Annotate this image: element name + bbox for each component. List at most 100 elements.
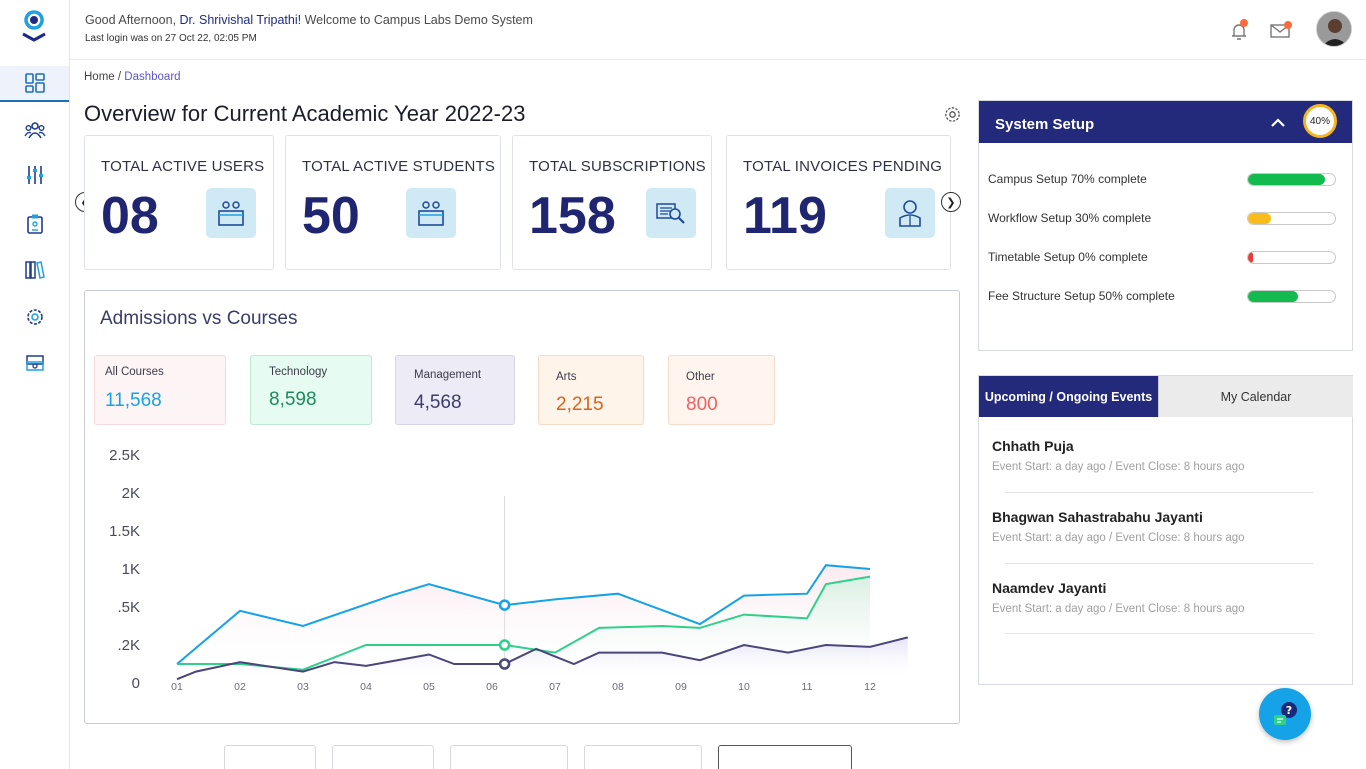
last-login-text: Last login was on 27 Oct 22, 02:05 PM bbox=[85, 33, 257, 44]
carousel-next-button[interactable]: ❯ bbox=[941, 192, 961, 212]
system-setup-panel: System Setup 40% Campus Setup 70% comple… bbox=[978, 100, 1353, 351]
category-label: Management bbox=[414, 369, 482, 381]
y-tick-label: 0 bbox=[132, 675, 140, 692]
setup-progress-fill bbox=[1248, 291, 1299, 302]
chevron-up-icon[interactable] bbox=[1269, 114, 1287, 132]
sidebar-item-controls[interactable] bbox=[0, 157, 69, 193]
y-tick-label: 2K bbox=[122, 485, 140, 502]
user-avatar[interactable] bbox=[1316, 11, 1352, 47]
bottom-card bbox=[718, 745, 852, 769]
settings-gear-icon bbox=[26, 309, 43, 325]
x-tick-label: 11 bbox=[802, 681, 813, 693]
setup-progress-bar bbox=[1247, 173, 1336, 186]
event-meta: Event Start: a day ago / Event Close: 8 … bbox=[992, 461, 1245, 473]
notification-badge bbox=[1240, 19, 1248, 27]
category-label: Technology bbox=[269, 366, 328, 378]
sidebar-item-library[interactable] bbox=[0, 251, 69, 287]
x-tick-label: 04 bbox=[360, 681, 372, 693]
overview-settings-button[interactable] bbox=[943, 105, 962, 124]
users-icon bbox=[23, 122, 46, 139]
x-tick-label: 10 bbox=[738, 681, 750, 693]
stat-card-active-students: TOTAL ACTIVE STUDENTS 50 bbox=[285, 135, 501, 270]
x-tick-label: 08 bbox=[612, 681, 624, 693]
series-marker bbox=[498, 639, 511, 651]
reader-icon bbox=[885, 188, 935, 238]
series-line bbox=[176, 564, 871, 665]
setup-row-label: Timetable Setup 0% complete bbox=[988, 250, 1148, 264]
bell-icon bbox=[1232, 24, 1246, 40]
event-meta: Event Start: a day ago / Event Close: 8 … bbox=[992, 532, 1245, 544]
series-line bbox=[176, 636, 909, 681]
category-value: 4,568 bbox=[414, 392, 462, 413]
help-button[interactable]: ? bbox=[1259, 688, 1311, 740]
event-name[interactable]: Chhath Puja bbox=[992, 438, 1074, 454]
series-area bbox=[177, 576, 870, 676]
event-name[interactable]: Naamdev Jayanti bbox=[992, 580, 1107, 596]
setup-row-label: Campus Setup 70% complete bbox=[988, 172, 1147, 186]
books-icon bbox=[24, 261, 45, 279]
x-tick-label: 01 bbox=[171, 681, 183, 693]
breadcrumb: Home / Dashboard bbox=[84, 71, 181, 83]
system-setup-header: System Setup 40% bbox=[979, 101, 1352, 143]
bottom-card bbox=[224, 745, 316, 769]
y-tick-label: 1K bbox=[122, 561, 140, 578]
id-badge-icon bbox=[26, 214, 43, 234]
sidebar-item-settings[interactable] bbox=[0, 299, 69, 335]
x-tick-label: 02 bbox=[234, 681, 246, 693]
setup-row-label: Workflow Setup 30% complete bbox=[988, 211, 1152, 225]
tab-upcoming-events[interactable]: Upcoming / Ongoing Events bbox=[979, 376, 1158, 417]
setup-progress-bar bbox=[1247, 290, 1336, 303]
stat-label: TOTAL ACTIVE USERS bbox=[101, 158, 265, 175]
sidebar-item-id-cards[interactable] bbox=[0, 206, 69, 242]
category-other[interactable]: Other 800 bbox=[668, 355, 775, 425]
breadcrumb-home[interactable]: Home bbox=[84, 71, 115, 83]
sidebar-item-dashboard[interactable] bbox=[0, 66, 69, 102]
greeting-text: Good Afternoon, Dr. Shrivishal Tripathi!… bbox=[85, 13, 533, 27]
category-management[interactable]: Management 4,568 bbox=[395, 355, 515, 425]
messages-button[interactable] bbox=[1269, 20, 1292, 42]
x-tick-label: 05 bbox=[423, 681, 435, 693]
setup-progress-fill bbox=[1248, 174, 1325, 185]
breadcrumb-separator: / bbox=[117, 71, 122, 83]
category-arts[interactable]: Arts 2,215 bbox=[538, 355, 644, 425]
greeting-prefix: Good Afternoon, bbox=[85, 13, 177, 27]
message-badge bbox=[1284, 21, 1292, 29]
category-value: 2,215 bbox=[556, 394, 604, 415]
search-document-icon bbox=[646, 188, 696, 238]
sidebar bbox=[0, 0, 70, 769]
event-name[interactable]: Bhagwan Sahastrabahu Jayanti bbox=[992, 509, 1203, 525]
sidebar-item-users[interactable] bbox=[0, 112, 69, 148]
tab-my-calendar[interactable]: My Calendar bbox=[1158, 376, 1353, 417]
chevron-right-icon: ❯ bbox=[946, 196, 956, 209]
series-marker bbox=[498, 658, 511, 670]
y-tick-label: .5K bbox=[117, 599, 140, 616]
x-tick-label: 03 bbox=[297, 681, 309, 693]
category-label: All Courses bbox=[105, 366, 164, 378]
series-marker bbox=[498, 599, 511, 611]
sliders-icon bbox=[26, 166, 43, 184]
stat-value: 50 bbox=[302, 187, 360, 245]
breadcrumb-current: Dashboard bbox=[124, 71, 181, 83]
page-title: Overview for Current Academic Year 2022-… bbox=[84, 101, 526, 126]
y-tick-label: 2.5K bbox=[109, 447, 140, 464]
category-all-courses[interactable]: All Courses 11,568 bbox=[94, 355, 226, 425]
stat-value: 158 bbox=[529, 187, 616, 245]
admissions-chart-card: Admissions vs Courses All Courses 11,568… bbox=[84, 290, 960, 724]
x-tick-label: 12 bbox=[864, 681, 876, 693]
stat-label: TOTAL INVOICES PENDING bbox=[743, 158, 943, 175]
series-area bbox=[177, 637, 908, 680]
stat-card-active-users: TOTAL ACTIVE USERS 08 bbox=[84, 135, 274, 270]
system-setup-title: System Setup bbox=[995, 116, 1095, 133]
setup-progress-fill bbox=[1248, 252, 1254, 263]
app-logo-icon[interactable] bbox=[18, 10, 50, 46]
greeting-suffix: Welcome to Campus Labs Demo System bbox=[304, 13, 533, 27]
students-desk-icon bbox=[406, 188, 456, 238]
series-line bbox=[177, 575, 871, 671]
dashboard-icon bbox=[24, 73, 45, 93]
category-technology[interactable]: Technology 8,598 bbox=[250, 355, 372, 425]
sidebar-item-finance[interactable] bbox=[0, 345, 69, 381]
svg-text:?: ? bbox=[1286, 704, 1292, 717]
x-tick-label: 06 bbox=[486, 681, 498, 693]
notifications-button[interactable] bbox=[1228, 19, 1250, 42]
x-tick-label: 07 bbox=[549, 681, 561, 693]
